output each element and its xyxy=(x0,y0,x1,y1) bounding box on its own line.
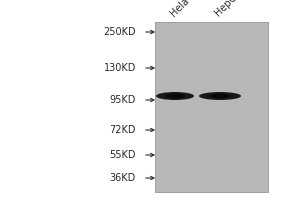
Text: HepG2: HepG2 xyxy=(213,0,244,18)
Text: 250KD: 250KD xyxy=(103,27,136,37)
Text: 55KD: 55KD xyxy=(110,150,136,160)
Ellipse shape xyxy=(165,94,185,98)
Ellipse shape xyxy=(208,94,232,98)
Ellipse shape xyxy=(156,92,194,100)
Text: 36KD: 36KD xyxy=(110,173,136,183)
Text: Hela: Hela xyxy=(168,0,190,18)
Bar xyxy=(155,22,268,192)
Text: 130KD: 130KD xyxy=(103,63,136,73)
Ellipse shape xyxy=(199,92,241,100)
Text: 95KD: 95KD xyxy=(110,95,136,105)
Text: 72KD: 72KD xyxy=(110,125,136,135)
